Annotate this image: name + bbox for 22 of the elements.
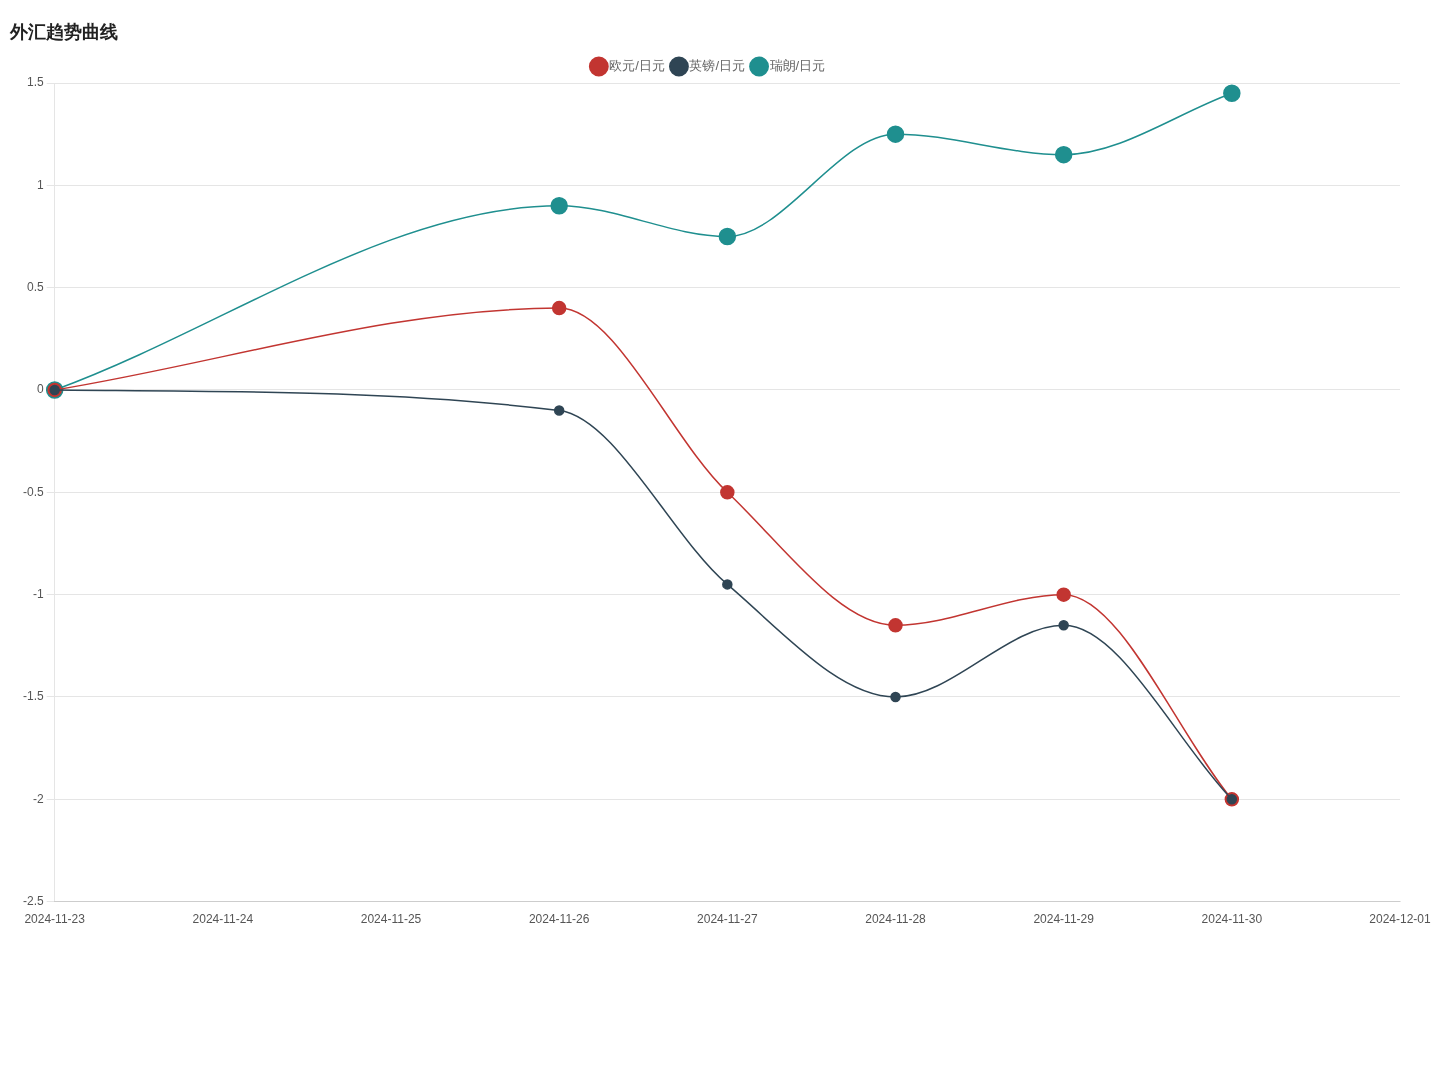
y-tick-label: 1.5 — [26, 75, 44, 90]
y-tick-label: 0 — [36, 382, 44, 397]
y-tick-label: 1 — [36, 177, 44, 192]
x-tick-label: 2024-11-30 — [1201, 912, 1263, 927]
y-tick-label: -1.5 — [22, 689, 44, 704]
x-tick-label: 2024-11-23 — [24, 912, 86, 927]
x-tick-label: 2024-11-29 — [1033, 912, 1095, 927]
legend-label: 欧元/日元 — [609, 58, 665, 74]
y-tick-label: -0.5 — [22, 484, 44, 499]
x-tick-label: 2024-11-28 — [865, 912, 927, 927]
x-tick-label: 2024-11-24 — [192, 912, 254, 927]
x-tick-label: 2024-11-25 — [360, 912, 422, 927]
y-tick-label: 0.5 — [26, 279, 44, 294]
y-tick-label: -1 — [33, 586, 44, 601]
x-tick-label: 2024-11-26 — [528, 912, 590, 927]
y-tick-label: -2.5 — [22, 893, 44, 908]
chart-title: 外汇趋势曲线 — [10, 20, 118, 44]
y-tick-label: -2 — [33, 791, 44, 806]
x-tick-label: 2024-12-01 — [1369, 912, 1432, 927]
legend-label: 英镑/日元 — [689, 58, 746, 74]
legend-label: 瑞朗/日元 — [769, 58, 826, 74]
x-tick-label: 2024-11-27 — [697, 912, 758, 927]
